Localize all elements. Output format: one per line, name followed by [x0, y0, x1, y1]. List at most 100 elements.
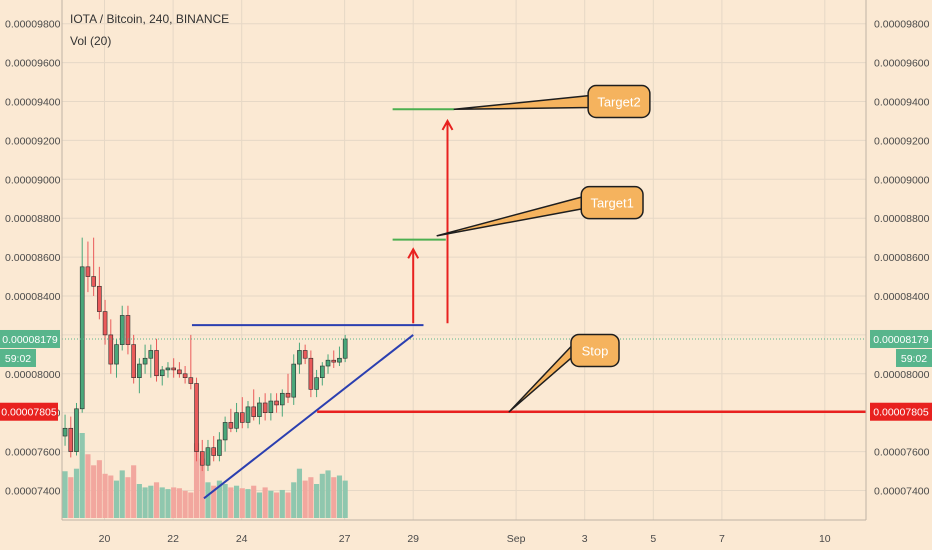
support-trendline [203, 334, 414, 500]
y-tick-label-left: 0.00008400 [5, 291, 61, 303]
x-tick-label: Sep [507, 533, 526, 545]
candle-up [234, 412, 239, 429]
volume-indicator-label: Vol (20) [70, 34, 111, 48]
volume-bar [314, 484, 320, 518]
callout-tail [508, 343, 574, 413]
stop-price-label-right-text: 0.00007805 [873, 407, 929, 419]
candle-down [177, 369, 182, 375]
arrow-big-head [441, 118, 454, 131]
stop-price-label-left-text: 0.00007805 [1, 407, 57, 419]
candle-up [297, 350, 302, 365]
x-tick-label: 10 [819, 533, 831, 545]
candle-up [314, 377, 319, 390]
candle-down [274, 400, 279, 406]
y-tick-label-left: 0.00009400 [5, 97, 61, 109]
candle-up [217, 439, 222, 456]
volume-bar [291, 482, 297, 518]
volume-bar [176, 488, 182, 518]
stop-price-label-left [0, 402, 58, 421]
volume-bar [222, 484, 228, 518]
volume-bar [119, 470, 125, 518]
y-tick-label-left: 0.00009800 [5, 19, 61, 31]
callout-box [587, 84, 651, 119]
volume-bar [256, 492, 262, 518]
volume-bar [193, 443, 200, 518]
volume-bar [108, 475, 114, 518]
x-tick-label: 24 [236, 533, 248, 545]
callout-label: Stop [582, 343, 609, 358]
callout-tail [453, 94, 591, 111]
volume-bar [142, 487, 148, 518]
candle-down [182, 373, 188, 378]
candle-down [308, 357, 314, 390]
volume-bar [296, 468, 303, 518]
volume-bar [188, 492, 194, 518]
grid-layer [62, 0, 866, 520]
volume-bar [268, 490, 274, 518]
candle-down [199, 451, 205, 466]
candle-up [165, 367, 171, 371]
volume-bar [216, 480, 222, 518]
y-tick-label-right: 0.00007600 [874, 447, 930, 459]
countdown-label-left [0, 348, 36, 367]
volume-bar [102, 473, 108, 518]
y-tick-label-right: 0.00009600 [874, 58, 930, 70]
volume-bar [251, 485, 257, 518]
candle-down [251, 406, 257, 417]
y-tick-label-right: 0.00009400 [874, 97, 930, 109]
last-price-label-right-text: 0.00008179 [873, 334, 929, 346]
last-price-label-right [870, 329, 932, 348]
drawings-layer: Target2 Target1 Stop [62, 84, 866, 500]
volume-layer [62, 433, 348, 518]
y-tick-label-left: 0.00008600 [5, 252, 61, 264]
chart-title: IOTA / Bitcoin, 240, BINANCE [70, 12, 229, 26]
x-tick-label: 27 [339, 533, 351, 545]
volume-bar [131, 465, 137, 518]
candle-up [222, 422, 228, 441]
candle-up [137, 363, 142, 378]
x-tick-label: 22 [167, 533, 179, 545]
candle-up [148, 350, 154, 359]
volume-bar [279, 489, 285, 518]
candle-up [114, 344, 119, 365]
candle-down [262, 402, 268, 414]
y-tick-label-right: 0.00008800 [874, 213, 930, 225]
volume-bar [91, 465, 97, 518]
x-tick-label: 29 [407, 533, 419, 545]
y-tick-label-left: 0.00008800 [5, 213, 61, 225]
x-tick-label: 7 [719, 533, 725, 545]
callout-tail [436, 195, 585, 237]
countdown-label-left-text: 59:02 [5, 353, 31, 365]
candle-down [171, 367, 176, 371]
y-tick-label-right: 0.00008400 [874, 291, 930, 303]
candle-up [74, 408, 79, 452]
volume-bar [96, 460, 102, 518]
y-tick-label-left: 0.00007400 [5, 486, 61, 498]
volume-bar [113, 480, 120, 518]
volume-bar [262, 487, 268, 518]
candle-down [285, 392, 291, 398]
y-tick-label-right: 0.00007400 [874, 486, 930, 498]
volume-bar [85, 454, 91, 518]
volume-bar [331, 477, 337, 518]
volume-bar [228, 487, 234, 518]
y-tick-label-left: 0.00009200 [5, 135, 61, 147]
volume-bar [199, 458, 205, 518]
volume-bar [211, 485, 217, 518]
candle-up [79, 266, 85, 410]
candle-down [302, 350, 308, 359]
candle-up [159, 369, 165, 377]
candle-up [320, 365, 325, 378]
last-price-label-left-text: 0.00008179 [2, 334, 58, 346]
candle-up [337, 357, 342, 363]
y-tick-label-right: 0.00008000 [874, 369, 930, 381]
x-tick-label: 3 [582, 533, 588, 545]
callout-box [570, 333, 620, 368]
callout-box [580, 185, 644, 220]
candle-down [194, 383, 199, 452]
candle-down [154, 350, 159, 377]
volume-bar [73, 468, 80, 518]
volume-bar [125, 477, 131, 518]
